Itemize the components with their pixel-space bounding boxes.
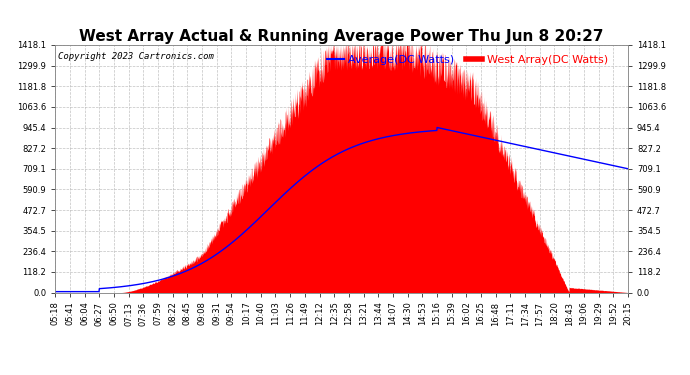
Title: West Array Actual & Running Average Power Thu Jun 8 20:27: West Array Actual & Running Average Powe… — [79, 29, 604, 44]
Text: Copyright 2023 Cartronics.com: Copyright 2023 Cartronics.com — [58, 53, 214, 62]
Legend: Average(DC Watts), West Array(DC Watts): Average(DC Watts), West Array(DC Watts) — [323, 51, 612, 69]
